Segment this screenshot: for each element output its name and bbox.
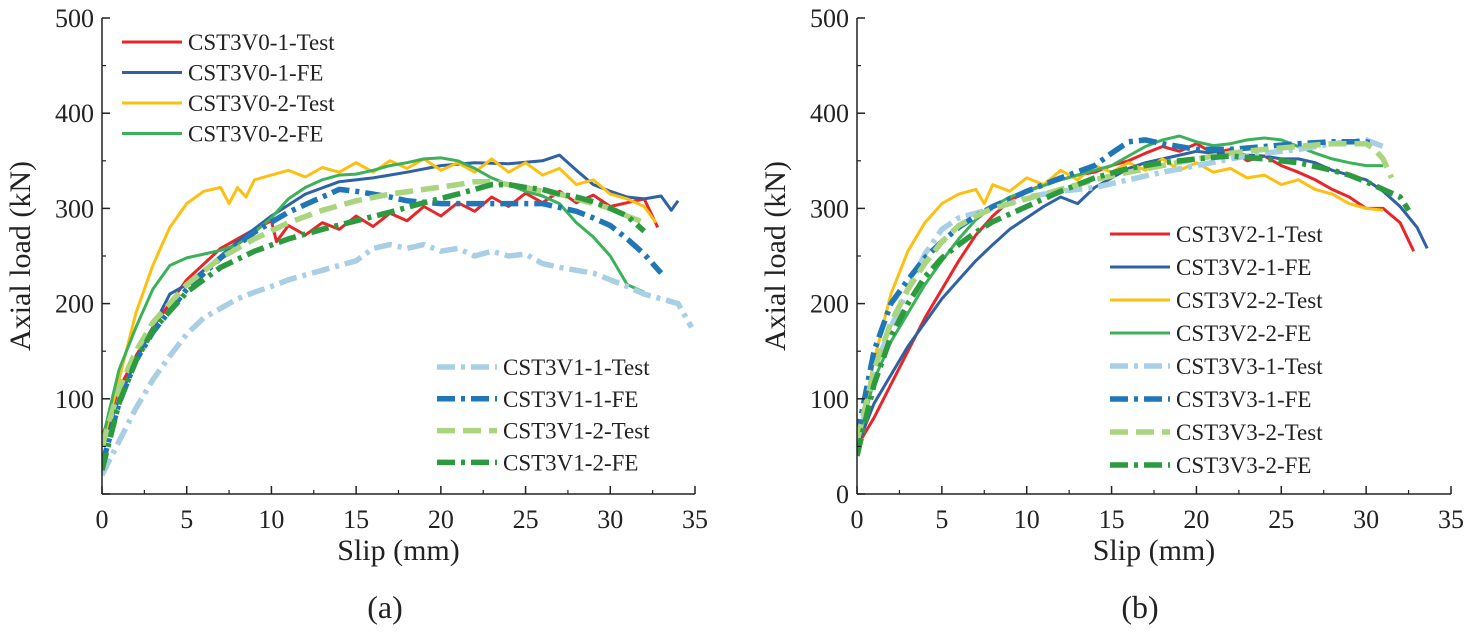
series-line-cst3v1-1-test (102, 241, 694, 477)
x-tick-label: 35 (682, 505, 708, 534)
x-tick-label: 35 (1438, 505, 1464, 534)
x-tick-label: 15 (343, 505, 369, 534)
x-axis-label: Slip (mm) (337, 534, 460, 567)
x-tick-label: 5 (935, 505, 948, 534)
legend-label: CST3V2-1-FE (1176, 255, 1311, 280)
legend-label: CST3V3-1-Test (1176, 354, 1323, 379)
y-tick-label: 300 (810, 194, 849, 223)
legend-bottom: CST3V2-1-Test CST3V2-1-FE CST3V2-2-Test CST… (1110, 222, 1323, 478)
legend-label: CST3V2-2-FE (1176, 321, 1311, 346)
legend-label: CST3V0-2-FE (188, 122, 323, 147)
x-tick-label: 15 (1099, 505, 1125, 534)
x-tick-label: 10 (1014, 505, 1040, 534)
y-tick-label: 500 (810, 4, 849, 33)
legend-label: CST3V3-2-Test (1176, 420, 1323, 445)
x-tick-label: 20 (428, 505, 454, 534)
series-line-cst3v0-1-test (102, 189, 660, 438)
legend-label: CST3V0-1-FE (188, 61, 323, 86)
chart-panel-a: 0 5 10 15 20 25 30 35 100 200 300 400 500 Slip (mm) Ax… (4, 4, 708, 625)
legend-label: CST3V0-2-Test (188, 91, 335, 116)
y-axis-label: Axial load (kN) (759, 161, 792, 351)
legend-label: CST3V2-2-Test (1176, 288, 1323, 313)
x-tick-label: 30 (1353, 505, 1379, 534)
legend-bottom: CST3V1-1-Test CST3V1-1-FE CST3V1-2-Test CST… (437, 355, 650, 475)
series-line-cst3v3-2-fe (857, 153, 1411, 457)
x-tick-label: 25 (513, 505, 539, 534)
y-tick-label: 200 (55, 290, 94, 319)
x-tick-label: 25 (1268, 505, 1294, 534)
legend-label: CST3V0-1-Test (188, 30, 335, 55)
panel-label: (b) (1121, 589, 1158, 625)
series-line-cst3v3-1-fe (857, 137, 1376, 438)
legend-top: CST3V0-1-Test CST3V0-1-FE CST3V0-2-Test CST… (122, 30, 335, 147)
series-line-cst3v1-2-fe (102, 181, 647, 471)
legend-label: CST3V3-2-FE (1176, 453, 1311, 478)
y-tick-label: 200 (810, 290, 849, 319)
x-tick-label: 0 (851, 505, 864, 534)
series-line-cst3v0-2-test (102, 157, 658, 447)
y-tick-label: 400 (810, 99, 849, 128)
series-line-cst3v0-1-fe (102, 153, 680, 447)
chart-panel-b: 0 5 10 15 20 25 30 35 0 100 200 300 400 500 Slip (mm) A… (759, 4, 1464, 625)
series-line-cst3v2-1-test (857, 142, 1416, 448)
series-line-cst3v0-2-fe (102, 156, 645, 442)
y-tick-label: 500 (55, 4, 94, 33)
legend-label: CST3V1-1-FE (503, 387, 638, 412)
x-tick-label: 0 (96, 505, 109, 534)
y-axis-label: Axial load (kN) (4, 161, 37, 351)
panel-label: (a) (367, 589, 403, 625)
y-tick-label: 100 (55, 385, 94, 414)
y-tick-label: 300 (55, 194, 94, 223)
legend-label: CST3V3-1-FE (1176, 387, 1311, 412)
y-tick-label: 400 (55, 99, 94, 128)
legend-label: CST3V1-2-FE (503, 450, 638, 475)
legend-label: CST3V1-2-Test (503, 419, 650, 444)
legend-label: CST3V2-1-Test (1176, 222, 1323, 247)
y-tick-label: 100 (810, 385, 849, 414)
x-tick-label: 20 (1183, 505, 1209, 534)
legend-label: CST3V1-1-Test (503, 355, 650, 380)
x-tick-label: 5 (180, 505, 193, 534)
y-tick-label: 0 (836, 480, 849, 509)
x-tick-label: 30 (597, 505, 623, 534)
x-tick-label: 10 (258, 505, 284, 534)
x-axis-label: Slip (mm) (1093, 534, 1216, 567)
